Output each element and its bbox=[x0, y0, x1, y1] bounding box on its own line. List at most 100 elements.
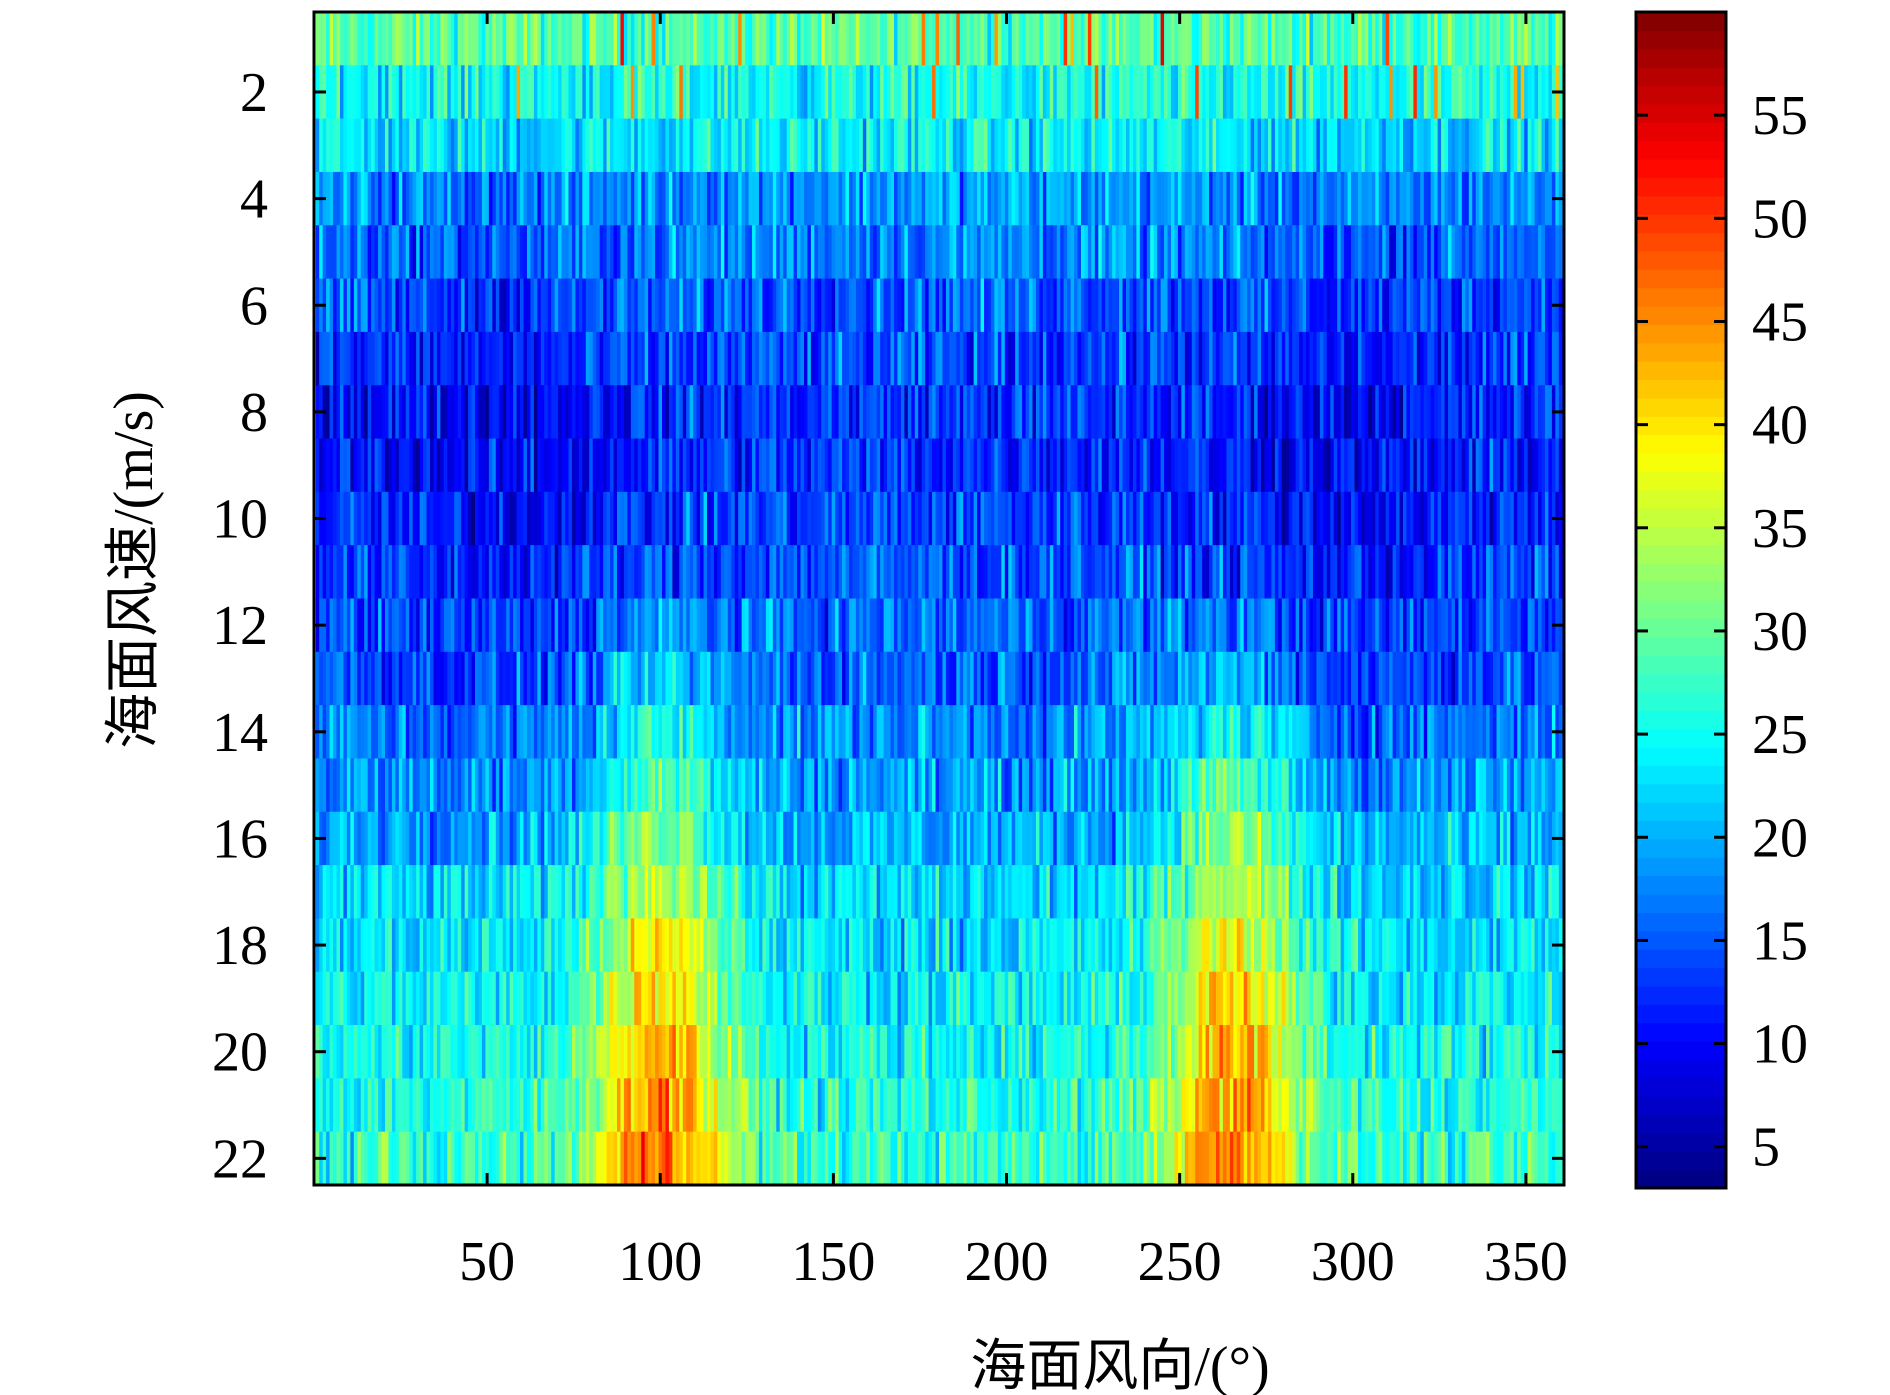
heatmap-cell bbox=[423, 65, 428, 120]
heatmap-cell bbox=[887, 12, 892, 66]
heatmap-cell bbox=[668, 65, 673, 120]
heatmap-cell bbox=[1188, 438, 1193, 493]
heatmap-cell bbox=[1496, 438, 1501, 493]
heatmap-cell bbox=[949, 278, 954, 333]
heatmap-cell bbox=[589, 545, 594, 600]
heatmap-cell bbox=[1392, 438, 1397, 493]
heatmap-cell bbox=[464, 171, 469, 226]
heatmap-cell bbox=[1406, 438, 1411, 493]
heatmap-cell bbox=[1233, 331, 1238, 386]
heatmap-cell bbox=[1254, 118, 1259, 173]
heatmap-cell bbox=[630, 171, 635, 226]
heatmap-cell bbox=[1548, 545, 1553, 600]
heatmap-cell bbox=[353, 225, 358, 280]
heatmap-cell bbox=[367, 705, 372, 760]
heatmap-cell bbox=[876, 171, 881, 226]
heatmap-cell bbox=[738, 278, 743, 333]
heatmap-cell bbox=[1164, 545, 1169, 600]
heatmap-cell bbox=[1330, 491, 1335, 546]
heatmap-cell bbox=[1510, 491, 1515, 546]
heatmap-cell bbox=[921, 705, 926, 760]
heatmap-cell bbox=[648, 118, 653, 173]
heatmap-cell bbox=[679, 651, 684, 706]
heatmap-cell bbox=[1489, 598, 1494, 653]
heatmap-cell bbox=[984, 65, 989, 120]
heatmap-cell bbox=[578, 651, 583, 706]
heatmap-cell bbox=[848, 12, 854, 66]
heatmap-cell bbox=[433, 225, 438, 280]
heatmap-cell bbox=[1167, 118, 1172, 173]
heatmap-cell bbox=[942, 491, 947, 546]
heatmap-cell bbox=[447, 491, 452, 546]
heatmap-cell bbox=[1309, 65, 1314, 120]
heatmap-cell bbox=[575, 225, 580, 280]
heatmap-cell bbox=[1236, 278, 1241, 333]
heatmap-cell bbox=[326, 225, 331, 280]
heatmap-cell bbox=[1544, 385, 1550, 440]
heatmap-cell bbox=[1402, 705, 1408, 760]
heatmap-cell bbox=[897, 225, 902, 280]
heatmap-cell bbox=[1406, 651, 1411, 706]
heatmap-cell bbox=[371, 491, 376, 546]
heatmap-cell bbox=[1306, 545, 1311, 600]
heatmap-cell bbox=[1247, 225, 1252, 280]
heatmap-cell bbox=[1247, 278, 1252, 333]
heatmap-cell bbox=[1312, 705, 1318, 760]
heatmap-cell bbox=[630, 278, 635, 333]
heatmap-cell bbox=[443, 12, 448, 66]
heatmap-cell bbox=[1216, 331, 1221, 386]
heatmap-cell bbox=[551, 118, 556, 173]
heatmap-cell bbox=[1534, 385, 1539, 440]
heatmap-cell bbox=[1368, 438, 1373, 493]
heatmap-cell bbox=[374, 331, 379, 386]
heatmap-cell bbox=[1538, 12, 1543, 66]
heatmap-cell bbox=[578, 118, 583, 173]
heatmap-cell bbox=[866, 331, 871, 386]
heatmap-cell bbox=[783, 438, 788, 493]
heatmap-cell bbox=[620, 385, 625, 440]
heatmap-cell bbox=[890, 491, 895, 546]
heatmap-cell bbox=[897, 278, 902, 333]
heatmap-cell bbox=[793, 651, 798, 706]
heatmap-cell bbox=[807, 278, 812, 333]
heatmap-cell bbox=[322, 331, 327, 386]
heatmap-cell bbox=[956, 331, 961, 386]
heatmap-cell bbox=[1202, 171, 1207, 226]
heatmap-cell bbox=[689, 118, 694, 173]
heatmap-cell bbox=[516, 171, 521, 226]
heatmap-cell bbox=[1164, 278, 1169, 333]
heatmap-cell bbox=[814, 171, 819, 226]
heatmap-cell bbox=[391, 598, 396, 653]
heatmap-cell bbox=[343, 278, 348, 333]
heatmap-cell bbox=[1205, 438, 1210, 493]
heatmap-cell bbox=[1094, 598, 1099, 653]
heatmap-cell bbox=[724, 705, 729, 760]
heatmap-cell bbox=[658, 65, 663, 120]
heatmap-cell bbox=[970, 225, 975, 280]
heatmap-cell bbox=[1174, 491, 1179, 546]
heatmap-cell bbox=[1295, 705, 1300, 760]
heatmap-cell bbox=[817, 598, 822, 653]
heatmap-cell bbox=[1430, 385, 1435, 440]
heatmap-cell bbox=[1195, 65, 1200, 120]
heatmap-cell bbox=[959, 331, 964, 386]
heatmap-cell bbox=[1119, 705, 1124, 760]
heatmap-cell bbox=[506, 65, 511, 120]
heatmap-cell bbox=[1299, 705, 1304, 760]
heatmap-cell bbox=[1243, 545, 1248, 600]
heatmap-cell bbox=[1364, 65, 1369, 120]
heatmap-cell bbox=[855, 225, 860, 280]
heatmap-cell bbox=[1551, 331, 1556, 386]
heatmap-cell bbox=[1409, 438, 1414, 493]
heatmap-cell bbox=[488, 491, 493, 546]
heatmap-cell bbox=[1524, 651, 1529, 706]
heatmap-cell bbox=[1257, 278, 1262, 333]
heatmap-cell bbox=[1472, 331, 1477, 386]
heatmap-cell bbox=[1340, 705, 1345, 760]
heatmap-cell bbox=[364, 385, 369, 440]
heatmap-cell bbox=[1527, 278, 1532, 333]
heatmap-cell bbox=[1344, 385, 1349, 440]
heatmap-cell bbox=[1157, 118, 1162, 173]
heatmap-cell bbox=[1188, 491, 1193, 546]
heatmap-cell bbox=[859, 705, 864, 760]
